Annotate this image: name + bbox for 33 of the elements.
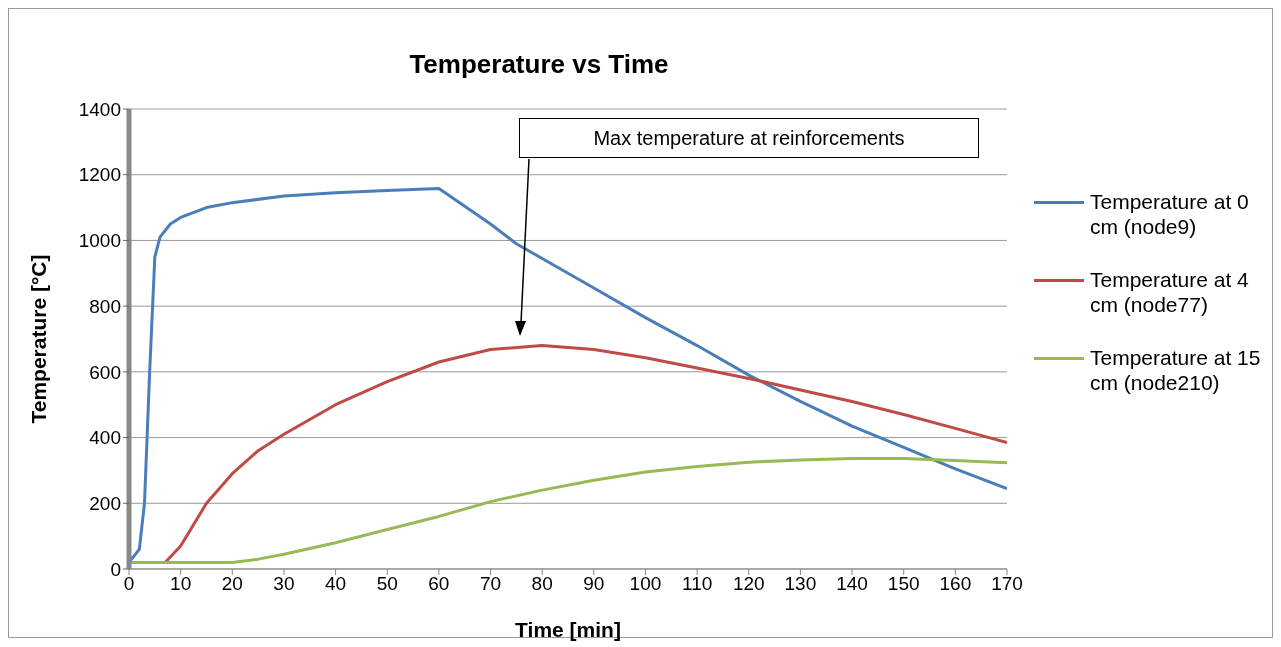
- legend-label: Temperature at 15 cm (node210): [1090, 345, 1262, 395]
- x-tick-label: 70: [479, 573, 502, 595]
- x-tick-label: 150: [887, 573, 920, 595]
- x-tick-label: 50: [376, 573, 398, 595]
- x-tick-label: 130: [784, 573, 817, 595]
- chart-title: Temperature vs Time: [408, 49, 670, 80]
- x-tick-label: 90: [583, 573, 605, 595]
- x-tick-label: 80: [531, 573, 553, 595]
- x-tick-label: 160: [939, 573, 972, 595]
- legend-label: Temperature at 4 cm (node77): [1090, 267, 1250, 317]
- x-tick-label: 170: [991, 573, 1023, 595]
- legend-label: Temperature at 0 cm (node9): [1090, 189, 1250, 239]
- x-tick-label: 120: [732, 573, 765, 595]
- y-tick-label: 200: [89, 493, 121, 515]
- x-tick-label: 110: [681, 573, 713, 595]
- x-tick-label: 20: [221, 573, 243, 595]
- y-tick-label: 1200: [78, 164, 121, 186]
- x-tick-label: 60: [428, 573, 450, 595]
- y-tick-label: 800: [89, 295, 121, 317]
- x-axis-title: Time [min]: [515, 618, 621, 641]
- y-axis-title: Temperature [°C]: [27, 254, 51, 424]
- y-tick-label: 600: [89, 361, 121, 383]
- y-tick-label: 400: [89, 427, 121, 449]
- x-tick-label: 100: [629, 573, 662, 595]
- x-tick-label: 30: [273, 573, 295, 595]
- x-tick-label: 40: [325, 573, 347, 595]
- x-tick-label: 0: [123, 573, 135, 595]
- x-tick-label: 140: [836, 573, 868, 595]
- line-series: [129, 457, 1007, 564]
- x-tick-label: 10: [170, 573, 192, 595]
- y-tick-label: 1000: [78, 230, 121, 252]
- y-tick-label: 0: [110, 558, 121, 580]
- y-tick-label: 1400: [78, 98, 121, 120]
